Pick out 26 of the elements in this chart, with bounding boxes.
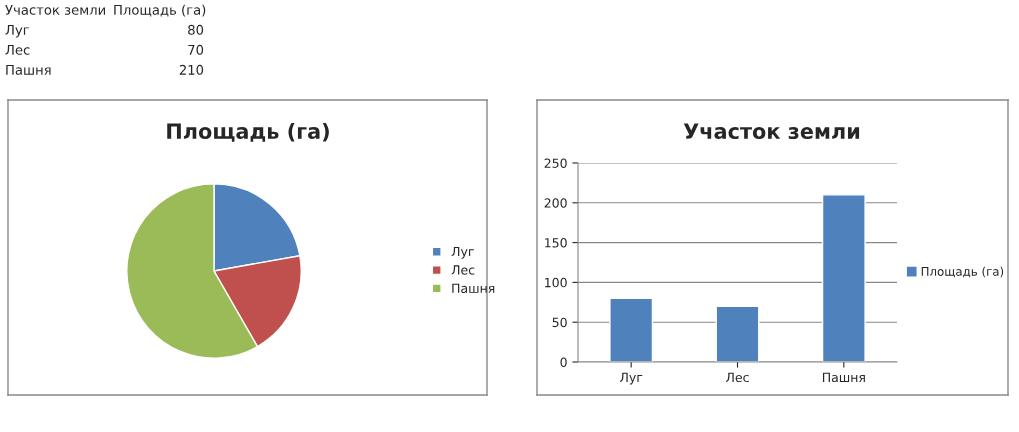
x-tick-label: Пашня: [822, 372, 865, 383]
bar: [609, 297, 654, 362]
legend-label: Лес: [451, 265, 475, 275]
y-tick-label: 250: [544, 158, 567, 168]
chart-title: Площадь (га): [167, 122, 329, 142]
y-tick-label: 200: [544, 198, 567, 208]
y-tick-label: 150: [545, 238, 567, 248]
y-tick-label: 100: [545, 277, 567, 288]
category-label: Лес: [5, 45, 30, 55]
x-tick-label: Лес: [726, 372, 749, 383]
data-label: 80: [188, 24, 204, 35]
chart-title: Участок земли: [683, 123, 860, 140]
text: Участок земли: [5, 5, 105, 15]
x-tick-label: Луг: [620, 372, 643, 385]
data-label: 210: [179, 64, 204, 75]
category-label: Пашня: [6, 65, 51, 75]
bar: [821, 194, 866, 362]
legend-label: Луг: [451, 246, 474, 259]
data-label: 70: [188, 44, 204, 55]
text: Площадь (га): [114, 4, 206, 17]
y-tick-label: 0: [560, 357, 567, 367]
bar: [715, 305, 760, 362]
legend-label: Пашня: [452, 283, 495, 293]
y-tick-label: 50: [552, 317, 567, 328]
category-label: Луг: [5, 25, 30, 38]
legend-label: Площадь (га): [921, 266, 1004, 278]
